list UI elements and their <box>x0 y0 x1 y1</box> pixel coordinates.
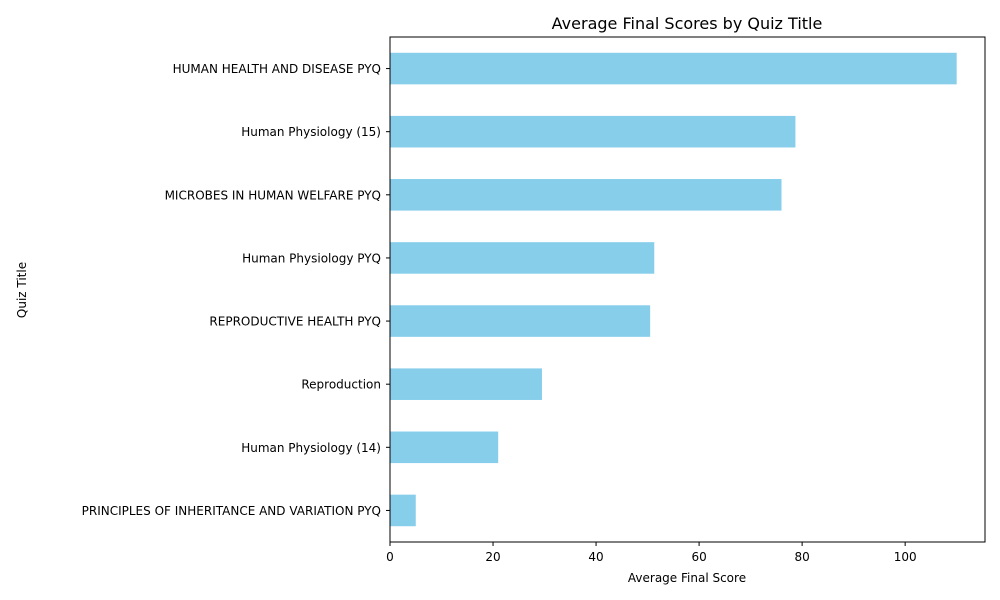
bar <box>390 494 416 527</box>
chart-title: Average Final Scores by Quiz Title <box>552 14 823 33</box>
y-tick-label: REPRODUCTIVE HEALTH PYQ <box>209 315 381 329</box>
x-axis-label: Average Final Score <box>628 571 746 585</box>
y-tick-label: MICROBES IN HUMAN WELFARE PYQ <box>165 188 381 202</box>
x-tick-label: 60 <box>691 550 706 564</box>
y-tick-label: Human Physiology PYQ <box>242 251 381 265</box>
bar <box>390 368 542 400</box>
x-tick-label: 80 <box>794 550 809 564</box>
x-tick-label: 40 <box>588 550 603 564</box>
y-tick-label: PRINCIPLES OF INHERITANCE AND VARIATION … <box>82 504 381 518</box>
x-tick-label: 100 <box>894 550 917 564</box>
y-axis-ticks: HUMAN HEALTH AND DISEASE PYQ Human Physio… <box>82 62 390 518</box>
plot-frame <box>389 36 986 543</box>
x-tick-label: 0 <box>386 550 394 564</box>
bars-group <box>390 52 957 527</box>
bar <box>390 52 957 85</box>
bar <box>390 431 499 464</box>
y-tick-label: Human Physiology (15) <box>241 125 381 139</box>
bar <box>390 115 796 148</box>
y-axis-label: Quiz Title <box>15 262 29 318</box>
bar <box>390 179 782 211</box>
y-tick-label: HUMAN HEALTH AND DISEASE PYQ <box>173 62 381 76</box>
bar <box>390 305 651 337</box>
bar <box>390 242 655 274</box>
y-tick-label: Human Physiology (14) <box>241 441 381 455</box>
x-axis-ticks: 0 20 40 60 80 100 <box>386 542 917 564</box>
x-tick-label: 20 <box>485 550 500 564</box>
y-tick-label: Reproduction <box>301 378 381 392</box>
